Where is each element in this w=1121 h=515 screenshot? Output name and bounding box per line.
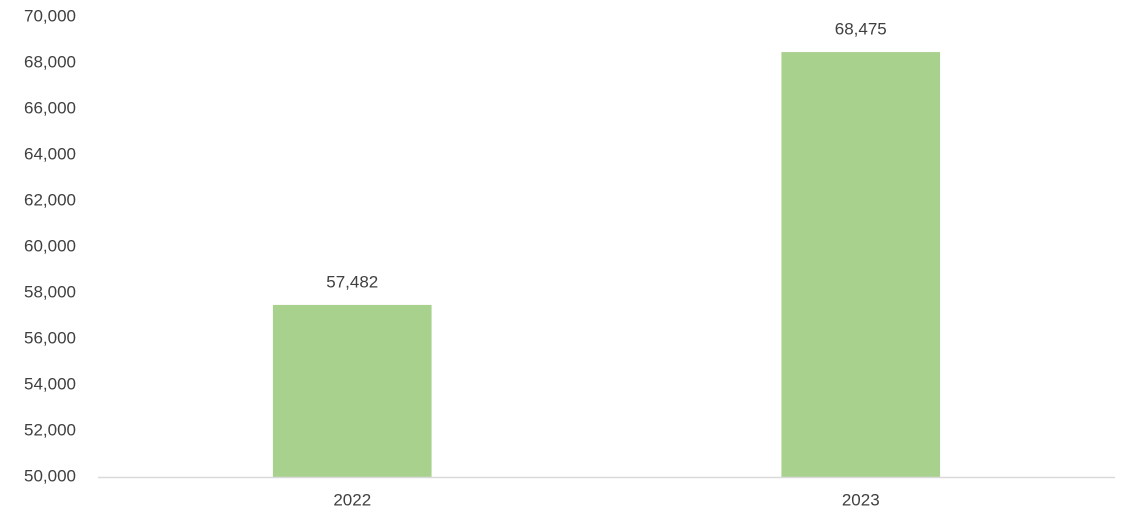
value-label: 68,475 [835,20,887,39]
y-tick-label: 64,000 [24,144,76,163]
bar [781,52,941,477]
y-tick-label: 62,000 [24,190,76,209]
y-tick-label: 58,000 [24,282,76,301]
x-tick-label: 2022 [333,490,371,509]
y-tick-label: 52,000 [24,420,76,439]
y-tick-label: 56,000 [24,328,76,347]
y-tick-label: 60,000 [24,236,76,255]
value-label: 57,482 [326,272,378,291]
x-tick-label: 2023 [842,490,880,509]
y-tick-label: 50,000 [24,466,76,485]
bar [272,304,432,477]
y-tick-label: 68,000 [24,52,76,71]
y-tick-label: 66,000 [24,98,76,117]
y-tick-label: 54,000 [24,374,76,393]
y-tick-label: 70,000 [24,6,76,25]
